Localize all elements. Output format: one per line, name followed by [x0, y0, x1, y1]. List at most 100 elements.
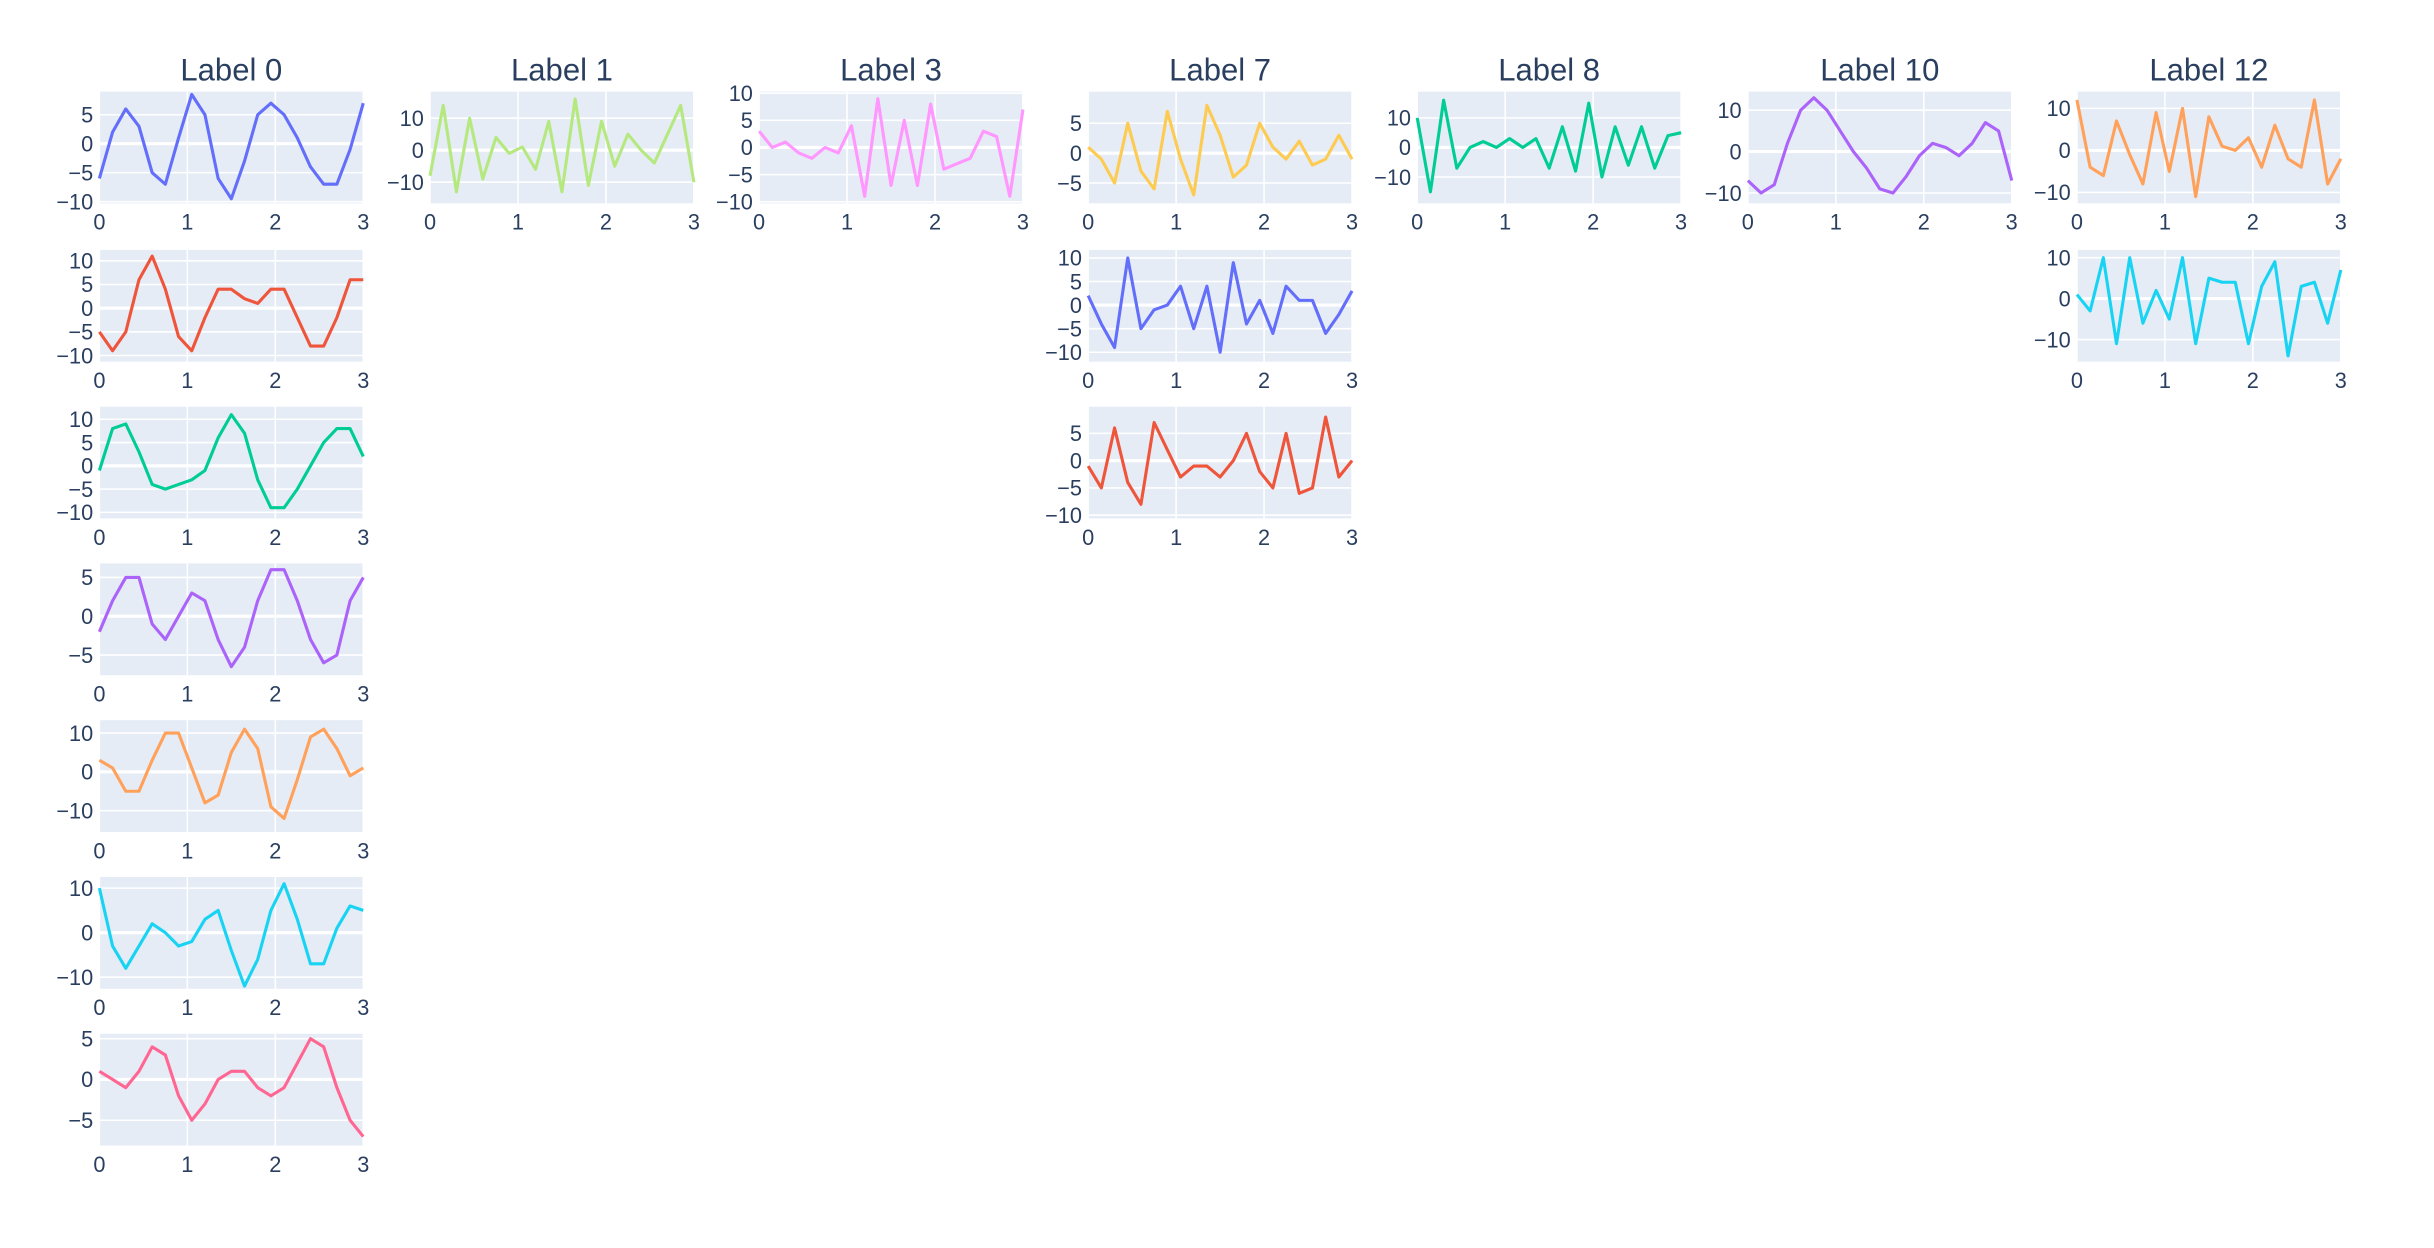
y-tick-label: 5	[81, 103, 93, 128]
y-tick-label: −10	[716, 189, 753, 214]
x-tick-label: 0	[2071, 368, 2083, 393]
series-line	[1415, 98, 1682, 194]
x-tick-label: 2	[2247, 210, 2259, 235]
x-tick-label: 0	[93, 838, 105, 863]
y-tick-label: 5	[81, 272, 93, 297]
subplot-title: Label 10	[1820, 53, 1939, 88]
x-tick-label: 0	[93, 210, 105, 235]
x-tick-label: 3	[357, 682, 369, 707]
x-tick-label: 1	[181, 368, 193, 393]
y-tick-label: −10	[2034, 327, 2071, 352]
y-tick-label: −5	[68, 643, 93, 668]
x-tick-label: 3	[2335, 368, 2347, 393]
y-tick-label: 0	[81, 1067, 93, 1092]
x-tick-label: 0	[753, 210, 765, 235]
y-tick-label: −5	[68, 320, 93, 345]
x-tick-label: 2	[269, 838, 281, 863]
x-tick-label: 1	[181, 995, 193, 1020]
x-tick-label: 0	[93, 368, 105, 393]
y-tick-label: 0	[81, 760, 93, 785]
x-tick-label: 1	[1170, 368, 1182, 393]
y-tick-label: −5	[68, 477, 93, 502]
x-tick-label: 2	[269, 525, 281, 550]
x-tick-label: 0	[1082, 210, 1094, 235]
x-tick-label: 3	[357, 1152, 369, 1177]
series-line	[98, 254, 364, 353]
x-tick-label: 2	[929, 210, 941, 235]
series-line	[97, 882, 364, 988]
y-tick-label: 0	[1070, 293, 1082, 318]
plot-area	[99, 249, 364, 362]
y-tick-label: −10	[387, 170, 424, 195]
x-tick-label: 2	[269, 210, 281, 235]
y-tick-label: 10	[69, 407, 93, 432]
y-tick-label: −10	[1045, 340, 1082, 365]
y-tick-label: 10	[400, 106, 424, 131]
plot-area	[99, 720, 364, 832]
y-tick-label: 0	[81, 604, 93, 629]
y-tick-label: 5	[81, 565, 93, 590]
series-line	[1087, 103, 1354, 197]
x-tick-label: 2	[1258, 525, 1270, 550]
y-tick-label: 10	[1717, 98, 1741, 123]
x-tick-label: 3	[1017, 210, 1029, 235]
y-tick-label: 5	[1070, 111, 1082, 136]
series-line	[98, 1037, 365, 1138]
y-tick-label: −5	[68, 160, 93, 185]
x-tick-label: 3	[1675, 210, 1687, 235]
y-tick-label: 0	[1070, 141, 1082, 166]
x-tick-label: 0	[1742, 210, 1754, 235]
series-line	[2075, 256, 2343, 358]
x-tick-label: 2	[269, 368, 281, 393]
subplot-title: Label 8	[1498, 53, 1600, 88]
x-tick-label: 1	[181, 1152, 193, 1177]
y-tick-label: 5	[81, 430, 93, 455]
y-tick-label: 0	[741, 135, 753, 160]
y-tick-label: 0	[81, 454, 93, 479]
x-tick-label: 3	[357, 368, 369, 393]
y-tick-label: 0	[1070, 448, 1082, 473]
x-tick-label: 3	[2006, 210, 2018, 235]
x-tick-label: 0	[93, 995, 105, 1020]
x-tick-label: 3	[357, 210, 369, 235]
x-tick-label: 1	[841, 210, 853, 235]
x-tick-label: 1	[181, 210, 193, 235]
x-tick-label: 1	[512, 210, 524, 235]
x-tick-label: 0	[424, 210, 436, 235]
y-tick-label: 0	[81, 131, 93, 156]
plot-area	[99, 406, 364, 519]
y-tick-label: −5	[728, 162, 753, 187]
x-tick-label: 2	[1258, 368, 1270, 393]
y-tick-label: 10	[1058, 246, 1082, 271]
x-tick-label: 1	[1830, 210, 1842, 235]
x-tick-label: 2	[1918, 210, 1930, 235]
plot-area	[1088, 406, 1353, 519]
x-tick-label: 1	[2159, 368, 2171, 393]
plot-area	[99, 1033, 364, 1146]
x-tick-label: 2	[269, 1152, 281, 1177]
plot-area	[2076, 91, 2341, 204]
x-tick-label: 2	[600, 210, 612, 235]
subplot-title: Label 7	[1169, 53, 1271, 88]
x-tick-label: 3	[357, 995, 369, 1020]
x-tick-label: 3	[357, 525, 369, 550]
x-tick-label: 1	[181, 525, 193, 550]
subplot-title: Label 0	[180, 53, 282, 88]
y-tick-label: −10	[2034, 180, 2071, 205]
x-tick-label: 0	[2071, 210, 2083, 235]
x-tick-label: 0	[93, 525, 105, 550]
subplot-title: Label 12	[2149, 53, 2268, 88]
y-tick-label: −10	[1374, 165, 1411, 190]
x-tick-label: 2	[269, 995, 281, 1020]
y-tick-label: 0	[2059, 286, 2071, 311]
y-tick-label: −10	[1045, 503, 1082, 528]
x-tick-label: 3	[688, 210, 700, 235]
y-tick-label: 0	[81, 296, 93, 321]
y-tick-label: 10	[69, 876, 93, 901]
x-tick-label: 3	[1346, 368, 1358, 393]
x-tick-label: 1	[1499, 210, 1511, 235]
y-tick-label: 5	[1070, 269, 1082, 294]
x-tick-label: 1	[181, 838, 193, 863]
y-tick-label: 0	[81, 920, 93, 945]
